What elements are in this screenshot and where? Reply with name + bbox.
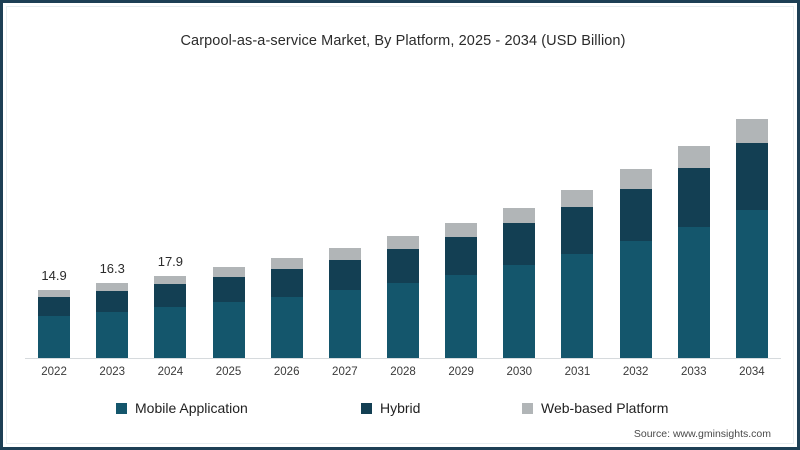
stacked-bar <box>96 283 129 358</box>
bar-segment <box>735 209 768 358</box>
bar-segment <box>270 268 303 297</box>
x-axis-tick-label: 2034 <box>739 366 765 378</box>
bar-segment <box>328 259 361 291</box>
bar-segment <box>619 188 652 242</box>
stacked-bar <box>561 189 594 358</box>
bar-segment <box>154 307 187 358</box>
bar-value-label: 14.9 <box>41 267 67 283</box>
x-axis-tick-label: 2025 <box>215 366 242 378</box>
bar-value-label: 17.9 <box>157 253 184 269</box>
x-axis-baseline <box>25 358 781 359</box>
bar-segment <box>561 207 594 255</box>
bar-segment <box>503 265 536 358</box>
bar-segment <box>38 296 71 317</box>
x-axis-tick-label: 2029 <box>448 366 474 378</box>
bar-segment <box>212 267 245 278</box>
bar-segment <box>38 316 71 358</box>
legend-label: Hybrid <box>380 400 421 416</box>
stacked-bar <box>619 169 652 358</box>
x-axis-tick-label: 2033 <box>680 366 707 378</box>
bar-segment <box>735 118 768 144</box>
legend-item[interactable]: Hybrid <box>361 397 420 419</box>
x-axis-tick-label: 2023 <box>99 366 126 378</box>
bar-segment <box>96 290 129 313</box>
bar-segment <box>96 283 129 291</box>
bar-segment <box>387 283 419 358</box>
bar-segment <box>212 302 245 358</box>
source-attribution: Source: www.gminsights.com <box>633 428 771 440</box>
legend-item[interactable]: Web-based Platform <box>522 397 668 419</box>
x-axis-tick-label: 2032 <box>622 366 649 378</box>
bar-segment <box>270 296 303 358</box>
bar-segment <box>677 145 710 168</box>
chart-legend: Mobile Application Hybrid Web-based Platfo… <box>3 397 797 419</box>
x-axis-tick-label: 2028 <box>390 366 416 378</box>
bar-segment <box>503 223 536 266</box>
bar-segment <box>154 275 187 285</box>
bar-segment <box>619 169 652 189</box>
bar-segment <box>387 236 419 250</box>
legend-label: Web-based Platform <box>541 400 669 416</box>
legend-swatch-icon <box>116 402 127 414</box>
x-axis-tick-label: 2026 <box>273 366 300 378</box>
legend-label: Mobile Application <box>135 400 248 416</box>
bar-segment <box>38 289 71 297</box>
page-title: Carpool-as-a-service Market, By Platform… <box>180 33 626 49</box>
stacked-bar <box>445 222 478 358</box>
bar-segment <box>445 274 478 358</box>
bar-segment <box>154 284 187 308</box>
stacked-bar <box>38 289 71 358</box>
bar-segment <box>619 241 652 358</box>
x-axis-tick-label: 2030 <box>506 366 533 378</box>
stacked-bar <box>270 258 303 358</box>
x-axis-tick-label: 2031 <box>564 366 591 378</box>
bar-segment <box>677 226 710 358</box>
x-axis-tick-label: 2024 <box>157 366 184 378</box>
stacked-bar <box>735 118 768 358</box>
stacked-bar <box>503 207 536 358</box>
bar-segment <box>387 249 419 284</box>
bar-segment <box>445 222 478 238</box>
stacked-bar <box>677 145 710 358</box>
plot-area <box>25 73 781 358</box>
bar-segment <box>503 207 536 224</box>
x-axis-tick-label: 2022 <box>41 366 67 378</box>
legend-swatch-icon <box>522 402 533 414</box>
bar-segment <box>561 189 594 208</box>
bar-value-label: 16.3 <box>99 261 125 277</box>
bar-segment <box>445 237 478 275</box>
bar-segment <box>328 290 361 358</box>
stacked-bar <box>212 267 245 358</box>
bar-segment <box>561 254 594 358</box>
stacked-bar <box>154 275 187 358</box>
legend-item[interactable]: Mobile Application <box>116 397 248 419</box>
bar-segment <box>270 258 303 269</box>
bar-segment <box>96 312 129 358</box>
legend-swatch-icon <box>361 402 372 414</box>
stacked-bar <box>328 248 361 358</box>
x-axis-tick-label: 2027 <box>332 366 358 378</box>
bar-segment <box>328 248 361 260</box>
bar-segment <box>735 143 768 210</box>
stacked-bar <box>387 236 419 358</box>
bar-segment <box>212 277 245 303</box>
bar-segment <box>677 167 710 227</box>
